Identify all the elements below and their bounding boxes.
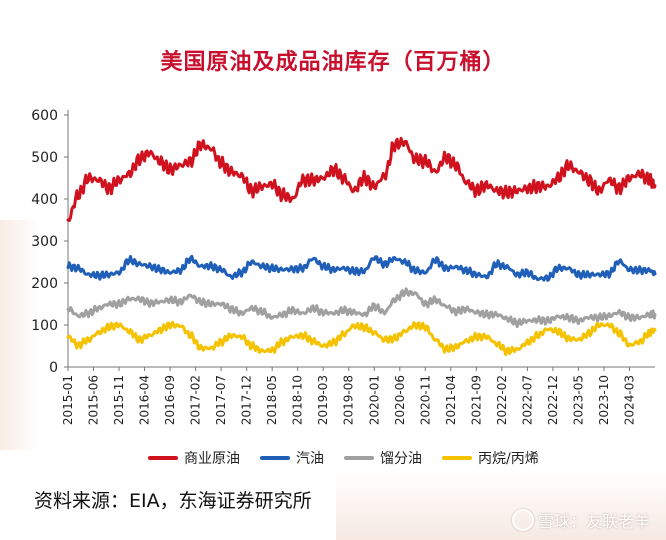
legend-swatch-crude — [148, 456, 178, 460]
x-tick-label: 2020-01 — [367, 375, 381, 425]
legend-item-gasoline: 汽油 — [260, 448, 324, 468]
chart-axes: 0 100 200 300 400 500 600 2015-01 2015-06 2015-11… — [31, 108, 655, 425]
x-tick-label: 2018-10 — [291, 375, 305, 425]
legend-label-distillate: 馏分油 — [380, 451, 422, 467]
y-tick-label: 600 — [31, 108, 58, 124]
legend-label-crude: 商业原油 — [184, 451, 240, 467]
watermark-text: 雪球：友联老羊 — [537, 512, 650, 531]
x-tick-label: 2023-10 — [597, 375, 611, 425]
legend-item-crude: 商业原油 — [148, 448, 240, 468]
legend-swatch-propane — [442, 456, 472, 460]
x-tick-label: 2021-09 — [469, 375, 483, 425]
watermark-logo-icon — [511, 509, 534, 531]
background-decoration-left — [0, 220, 40, 450]
y-tick-label: 0 — [49, 360, 58, 376]
x-tick-label: 2019-08 — [342, 375, 356, 425]
y-tick-label: 100 — [31, 318, 58, 334]
x-tick-label: 2019-03 — [316, 375, 330, 425]
chart-title: 美国原油及成品油库存（百万桶） — [160, 50, 506, 75]
x-tick-label: 2016-09 — [163, 375, 177, 425]
source-note: 资料来源：EIA，东海证券研究所 — [34, 490, 312, 512]
legend-label-propane: 丙烷/丙烯 — [478, 451, 539, 467]
x-tick-label: 2020-11 — [418, 375, 432, 425]
x-tick-label: 2015-11 — [112, 375, 126, 425]
x-tick-label: 2020-06 — [393, 375, 407, 425]
x-tick-label: 2015-01 — [61, 375, 75, 425]
y-tick-label: 500 — [31, 150, 58, 166]
legend-swatch-gasoline — [260, 456, 290, 460]
watermark: 雪球：友联老羊 — [511, 508, 650, 532]
legend-label-gasoline: 汽油 — [296, 451, 324, 467]
x-tick-label: 2021-04 — [444, 375, 458, 425]
x-tick-label: 2023-05 — [571, 375, 585, 425]
x-tick-label: 2022-07 — [520, 375, 534, 425]
legend-item-propane: 丙烷/丙烯 — [442, 448, 539, 468]
series-line-1 — [66, 254, 657, 282]
x-tick-label: 2017-07 — [214, 375, 228, 425]
x-tick-label: 2018-05 — [265, 375, 279, 425]
series-line-0 — [66, 136, 657, 222]
x-tick-label: 2015-06 — [87, 375, 101, 425]
background-decoration — [336, 470, 666, 540]
x-tick-label: 2022-02 — [495, 375, 509, 425]
legend-item-distillate: 馏分油 — [344, 448, 422, 468]
chart-legend: 商业原油 汽油 馏分油 丙烷/丙烯 — [148, 448, 539, 468]
chart-series — [66, 136, 657, 356]
legend-swatch-distillate — [344, 456, 374, 460]
series-line-3 — [66, 320, 657, 356]
x-tick-label: 2017-02 — [189, 375, 203, 425]
x-tick-label: 2024-03 — [622, 375, 636, 425]
y-tick-label: 200 — [31, 276, 58, 292]
x-tick-label: 2016-04 — [138, 375, 152, 425]
series-line-2 — [66, 287, 657, 329]
x-tick-label: 2022-12 — [546, 375, 560, 425]
y-tick-label: 400 — [31, 192, 58, 208]
x-tick-label: 2017-12 — [240, 375, 254, 425]
y-tick-label: 300 — [31, 234, 58, 250]
